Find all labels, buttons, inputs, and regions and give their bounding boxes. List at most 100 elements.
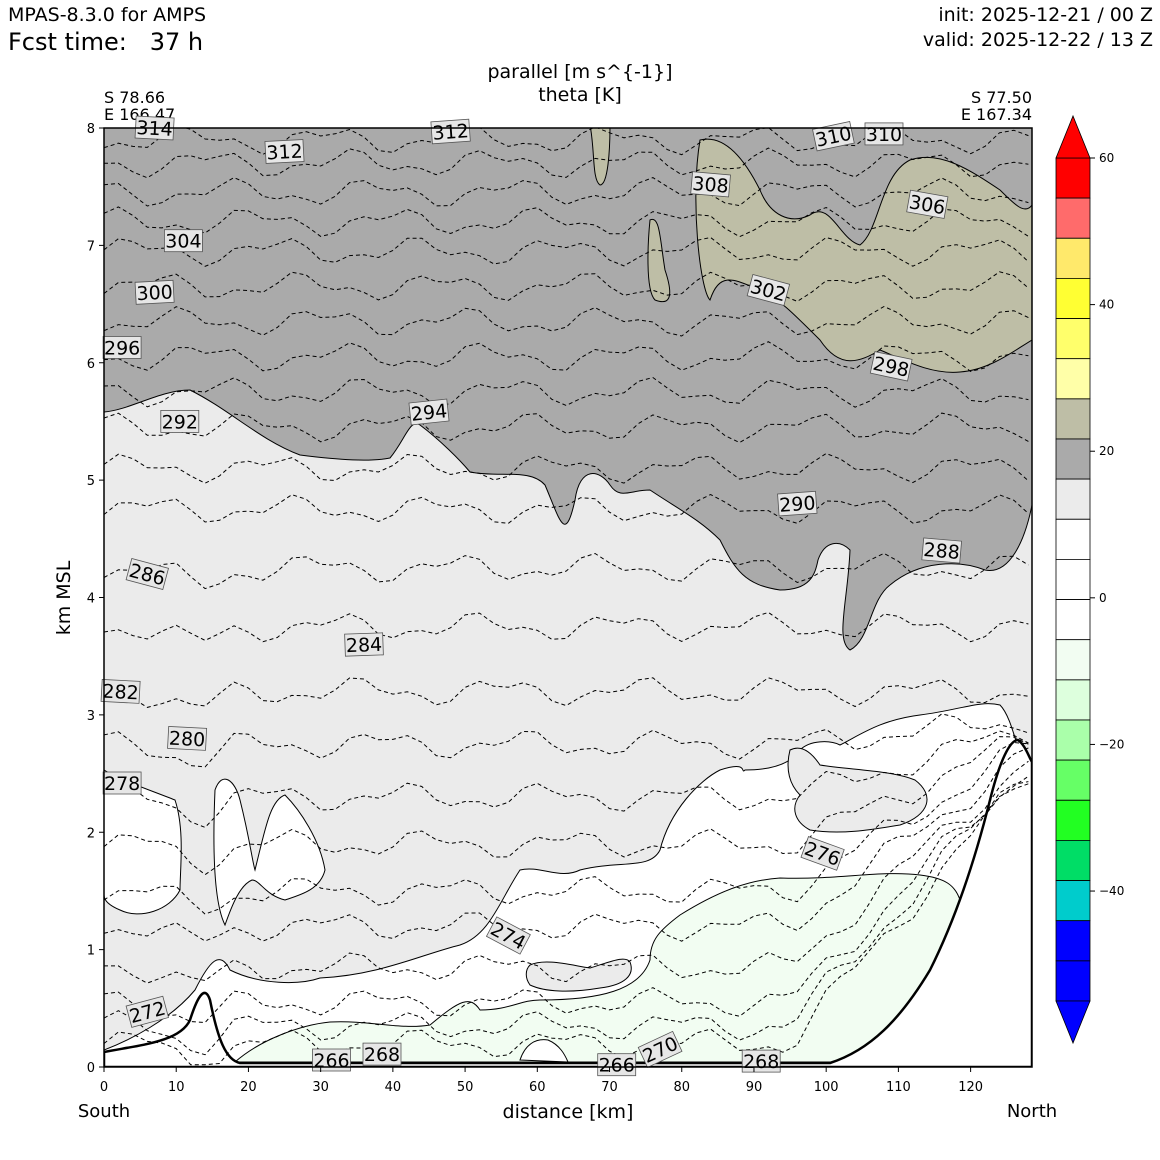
x-tick-label: 120 <box>958 1080 983 1095</box>
theta-contour <box>104 271 1029 302</box>
theta-label: 284 <box>344 632 384 657</box>
x-tick-label: 110 <box>886 1080 911 1095</box>
colorbar-tick-label: 0 <box>1099 591 1107 605</box>
theta-label: 308 <box>690 171 731 198</box>
y-axis-label: km MSL <box>53 560 75 635</box>
theta-label: 268 <box>741 1049 781 1073</box>
theta-label-text: 314 <box>136 117 173 141</box>
y-tick-label: 4 <box>87 592 95 607</box>
colorbar-segment <box>1055 518 1091 560</box>
theta-label-box <box>485 916 531 955</box>
theta-label-text: 294 <box>410 400 448 426</box>
theta-label: 278 <box>102 771 142 795</box>
theta-label-text: 312 <box>266 141 303 165</box>
theta-label-text: 304 <box>165 231 201 253</box>
theta-label-box <box>777 490 818 517</box>
theta-contour <box>104 611 1029 643</box>
y-tick-label: 0 <box>87 1061 95 1076</box>
theta-label: 312 <box>264 139 305 165</box>
x-tick-label: 10 <box>168 1080 185 1095</box>
theta-label: 304 <box>163 229 203 253</box>
left-end-lat: S 78.66 <box>104 88 165 107</box>
theta-contour <box>104 775 1029 1024</box>
theta-label-text: 300 <box>136 281 173 305</box>
chart-title-line1: parallel [m s^{-1}] <box>487 61 672 83</box>
theta-label-box <box>167 726 208 751</box>
colorbar-segment <box>1055 237 1091 279</box>
theta-label-box <box>125 557 169 591</box>
theta-contour <box>104 747 1029 942</box>
colorbar-segment <box>1055 478 1091 520</box>
theta-label-text: 288 <box>923 539 961 564</box>
theta-label-box <box>906 189 949 219</box>
theta-label: 310 <box>864 122 904 146</box>
forecast-time: Fcst time: 37 h <box>8 28 204 56</box>
x-tick-label: 0 <box>100 1080 108 1095</box>
theta-contour <box>104 760 1029 984</box>
colorbar-segment <box>1055 840 1091 881</box>
colorbar-segment <box>1055 719 1091 761</box>
shading-tan-region-small <box>647 218 671 303</box>
theta-contour <box>104 736 1029 876</box>
y-tick-label: 1 <box>87 944 95 959</box>
colorbar-segment <box>1055 358 1091 400</box>
right-end-lat: S 77.50 <box>971 88 1032 107</box>
south-label: South <box>78 1101 130 1122</box>
theta-contour <box>104 147 1029 179</box>
x-tick-label: 50 <box>457 1080 474 1095</box>
theta-contour <box>104 677 1029 708</box>
north-label: North <box>1007 1101 1057 1122</box>
x-tick-label: 40 <box>385 1080 402 1095</box>
colorbar-segment <box>1055 157 1091 199</box>
shading-tan-region-top <box>589 128 611 186</box>
theta-label-box <box>362 1042 402 1066</box>
theta-label-box <box>312 1048 351 1072</box>
theta-contour <box>104 412 1029 444</box>
colorbar: 60 40 20 0 −20 −40 <box>1055 114 1124 1045</box>
theta-label-box <box>869 351 913 382</box>
y-tick-label: 6 <box>87 357 95 372</box>
colorbar-segment <box>1055 398 1091 440</box>
valid-time: valid: 2025-12-22 / 13 Z <box>922 29 1153 51</box>
theta-contour <box>104 177 1029 208</box>
theta-contour <box>104 128 1029 156</box>
theta-label-box <box>597 1053 637 1077</box>
theta-label-text: 268 <box>364 1044 400 1066</box>
theta-contour <box>104 236 1029 267</box>
theta-label-box <box>690 171 731 198</box>
model-title: MPAS-8.3.0 for AMPS <box>8 4 207 26</box>
theta-label: 268 <box>362 1042 402 1066</box>
theta-label-box <box>102 771 142 795</box>
shading-white-patch <box>519 1039 569 1063</box>
theta-contour <box>104 206 1029 238</box>
x-tick-label: 70 <box>601 1080 618 1095</box>
shading-gray-island <box>525 958 632 992</box>
init-time: init: 2025-12-21 / 00 Z <box>938 4 1153 26</box>
theta-label-text: 284 <box>346 634 383 657</box>
theta-label: 266 <box>597 1053 637 1077</box>
theta-contour <box>104 552 1029 590</box>
theta-contour <box>104 783 1029 1056</box>
y-axis-ticks: 0 1 2 3 4 5 6 7 8 <box>87 122 104 1076</box>
theta-label-text: 308 <box>691 173 729 198</box>
theta-label: 292 <box>160 409 200 433</box>
theta-label-text: 280 <box>168 727 205 751</box>
theta-label-text: 266 <box>599 1055 635 1077</box>
colorbar-segment <box>1055 197 1091 239</box>
theta-label-text: 282 <box>102 680 139 704</box>
theta-label-box <box>800 836 845 871</box>
colorbar-segment <box>1055 318 1091 360</box>
colorbar-segment <box>1055 438 1091 480</box>
colorbar-segment <box>1055 639 1091 681</box>
theta-label-text: 296 <box>104 338 140 360</box>
theta-label: 282 <box>100 679 141 704</box>
theta-label-text: 292 <box>162 411 198 433</box>
colorbar-tick-label: −20 <box>1099 737 1124 751</box>
theta-label-box <box>100 679 141 704</box>
colorbar-tick-label: 20 <box>1099 444 1114 458</box>
theta-label-box <box>163 229 203 253</box>
theta-contour <box>104 452 1029 484</box>
theta-label-box <box>430 118 471 145</box>
theta-label-box <box>408 398 450 426</box>
x-tick-label: 80 <box>673 1080 690 1095</box>
